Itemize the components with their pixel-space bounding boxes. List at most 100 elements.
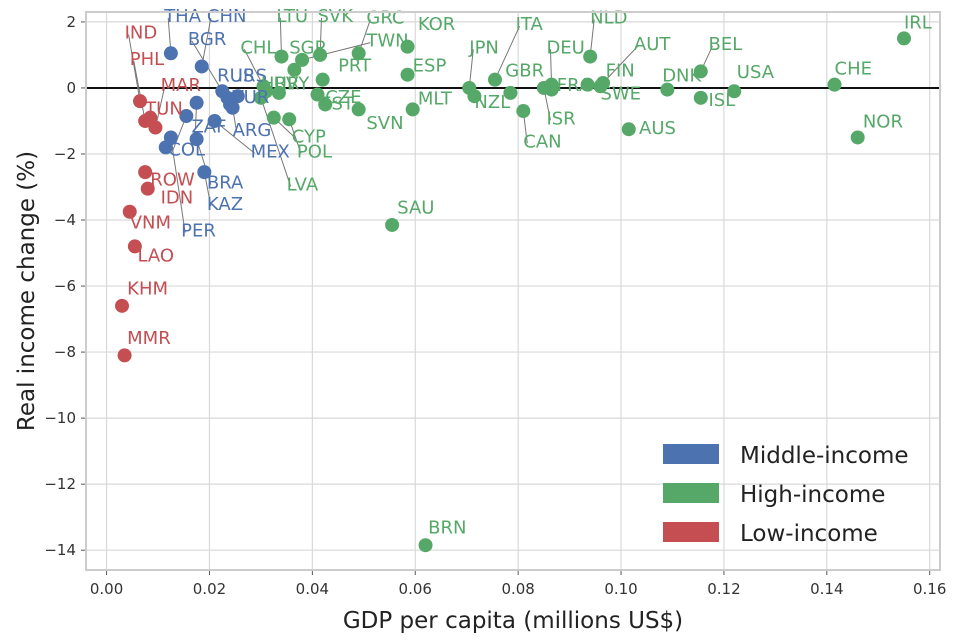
point-kor [400,39,415,54]
x-axis-title: GDP per capita (millions US$) [343,608,683,634]
x-tick-label: 0.08 [501,580,534,598]
y-tick-label: 0 [66,79,76,97]
label-ita: ITA [516,14,544,35]
point-zaf [189,95,204,110]
label-nor: NOR [863,112,903,133]
point-ind [133,94,148,109]
point-isl [693,90,708,105]
point-can [516,104,531,119]
label-nzl: NZL [474,92,510,113]
label-fra: FRA [557,75,592,96]
point-chn [194,59,209,74]
point-nld [583,49,598,64]
legend-label: Low-income [740,521,878,547]
point-brn [418,538,433,553]
data-points [115,31,911,553]
point-aut [596,75,611,90]
point-prt [315,72,330,87]
label-phl: PHL [130,49,164,70]
point-usa [727,84,742,99]
label-vnm: VNM [130,212,171,233]
legend-swatch [663,444,719,464]
point-khm [115,298,130,313]
label-svn: SVN [366,113,403,134]
point-cyp [266,110,281,125]
point-irl [896,31,911,46]
label-mlt: MLT [418,88,453,109]
label-esp: ESP [413,55,447,76]
x-tick-label: 0.00 [90,580,123,598]
label-lao: LAO [137,245,174,266]
label-irl: IRL [904,13,932,34]
label-kor: KOR [418,14,456,35]
label-mar: MAR [161,75,201,96]
label-cze: CZE [325,87,361,108]
legend-label: High-income [740,482,885,508]
point-dnk [660,82,675,97]
label-isl: ISL [708,90,735,111]
point-tha [163,46,178,61]
y-tick-label: −6 [54,277,76,295]
label-connector [494,25,521,80]
y-axis-title: Real income change (%) [14,151,40,431]
point-idn_b [158,140,173,155]
label-chl: CHL [240,37,276,58]
label-idn: IDN [161,188,194,209]
label-zaf: ZAF [191,117,226,138]
legend-swatch [663,483,719,503]
point-che [827,77,842,92]
label-tur: TUR [232,87,270,108]
label-mex: MEX [251,141,290,162]
point-pol [282,112,297,127]
label-can: CAN [523,131,561,152]
point-sgp [287,62,302,77]
label-usa: USA [737,62,775,83]
point-svn [351,102,366,117]
y-tick-label: −10 [44,409,76,427]
label-twn: TWN [365,31,408,52]
label-che: CHE [835,59,872,80]
point-row [138,165,153,180]
x-tick-label: 0.06 [399,580,432,598]
y-tick-label: −14 [44,541,76,559]
y-tick-label: −8 [54,343,76,361]
label-pol: POL [297,141,332,162]
label-connector [170,137,186,233]
label-grc: GRC [366,8,404,29]
x-tick-label: 0.16 [913,580,946,598]
label-bgr: BGR [188,29,227,50]
label-khm: KHM [127,278,168,299]
point-idn [140,181,155,196]
label-kaz: KAZ [207,194,243,215]
label-sgp: SGP [289,37,325,58]
point-bel [693,64,708,79]
label-connector [260,97,292,187]
point-mmr [117,348,132,363]
label-sau: SAU [397,197,434,218]
label-ind: IND [125,22,158,43]
label-aut: AUT [634,34,671,55]
label-connector [133,60,146,122]
legend-label: Middle-income [740,443,909,469]
x-tick-label: 0.04 [296,580,329,598]
label-est: EST [320,93,355,114]
label-bel: BEL [708,34,742,55]
legend-swatch [663,522,719,542]
x-tick-label: 0.02 [193,580,226,598]
label-ury: URY [274,74,311,95]
point-mex [207,113,222,128]
label-cyp: CYP [292,126,326,147]
point-arg [225,100,240,115]
point-gbr [503,85,518,100]
point-sau [385,217,400,232]
label-isr: ISR [546,108,575,129]
point-ltu [274,49,289,64]
label-fin: FIN [606,60,635,81]
point-kaz [197,165,212,180]
point-tun [143,110,158,125]
label-brn: BRN [428,518,466,539]
x-tick-label: 0.12 [707,580,740,598]
label-mmr: MMR [127,328,171,349]
label-connector [602,45,639,84]
